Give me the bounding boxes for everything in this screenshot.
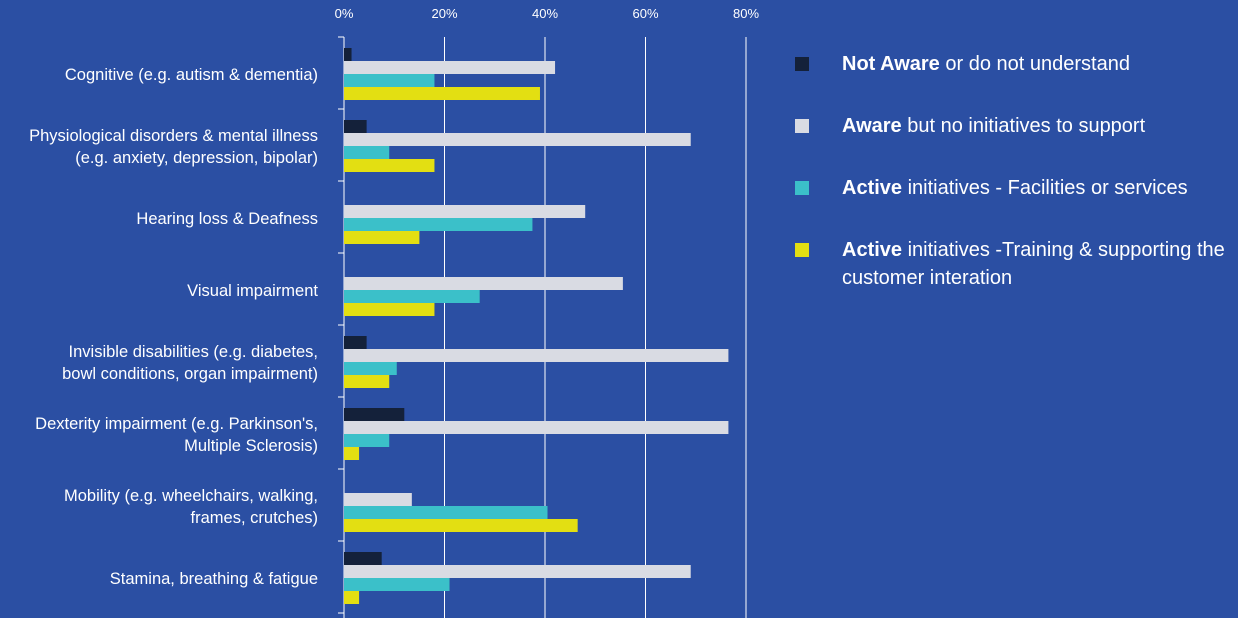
- bar-active-training: [344, 519, 578, 532]
- category-label: Mobility (e.g. wheelchairs, walking,: [64, 487, 318, 505]
- legend-item-not-aware: Not Aware or do not understand: [790, 50, 1230, 78]
- category-label: bowl conditions, organ impairment): [62, 365, 318, 383]
- category-label: Cognitive (e.g. autism & dementia): [65, 66, 318, 84]
- bar-aware: [344, 349, 729, 362]
- legend-bold-active-facilities: Active: [842, 177, 903, 199]
- bar-active-facilities: [344, 218, 533, 231]
- category-label: Dexterity impairment (e.g. Parkinson's,: [35, 415, 318, 433]
- category-label: Multiple Sclerosis): [184, 437, 318, 455]
- legend-label-active-training: initiatives -Training & supporting the c…: [842, 239, 1225, 289]
- legend-label-aware: but no initiatives to support: [901, 115, 1146, 137]
- legend-item-active-training: Active initiatives -Training & supportin…: [790, 236, 1230, 292]
- bar-aware: [344, 565, 691, 578]
- legend-item-active-facilities: Active initiatives - Facilities or servi…: [790, 174, 1230, 202]
- legend-bold-aware: Aware: [842, 115, 902, 137]
- bar-aware: [344, 133, 691, 146]
- legend-bold-active-training: Active: [842, 239, 903, 261]
- category-label: Stamina, breathing & fatigue: [110, 570, 318, 588]
- x-tick-label: 0%: [335, 6, 354, 21]
- legend-bold-not-aware: Not Aware: [842, 53, 940, 75]
- bar-aware: [344, 277, 623, 290]
- bar-active-facilities: [344, 506, 548, 519]
- category-label: Physiological disorders & mental illness: [29, 127, 318, 145]
- legend-swatch-active-facilities: [795, 181, 809, 195]
- bar-active-training: [344, 231, 420, 244]
- x-tick-label: 20%: [431, 6, 457, 21]
- bar-active-facilities: [344, 578, 450, 591]
- bar-aware: [344, 493, 412, 506]
- legend-swatch-aware: [795, 119, 809, 133]
- bar-not-aware: [344, 336, 367, 349]
- bar-active-facilities: [344, 146, 390, 159]
- bar-aware: [344, 421, 729, 434]
- bar-aware: [344, 61, 556, 74]
- bar-active-facilities: [344, 434, 390, 447]
- bar-not-aware: [344, 48, 352, 61]
- bar-chart: 0% 20% 40% 60% 80% Cognitive (e.g. autism & d…: [29, 6, 759, 618]
- bar-aware: [344, 205, 586, 218]
- category-label: Visual impairment: [187, 282, 318, 300]
- category-label: Invisible disabilities (e.g. diabetes,: [69, 343, 318, 361]
- chart-legend: Not Aware or do not understand Aware but…: [790, 50, 1230, 326]
- bar-not-aware: [344, 552, 382, 565]
- bar-active-training: [344, 591, 360, 604]
- bar-not-aware: [344, 408, 405, 421]
- legend-label-not-aware: or do not understand: [939, 53, 1130, 75]
- legend-swatch-not-aware: [795, 57, 809, 71]
- legend-item-aware: Aware but no initiatives to support: [790, 112, 1230, 140]
- bar-active-training: [344, 303, 435, 316]
- x-tick-label: 40%: [532, 6, 558, 21]
- category-label: (e.g. anxiety, depression, bipolar): [75, 149, 318, 167]
- bar-active-training: [344, 447, 360, 460]
- bar-active-training: [344, 375, 390, 388]
- category-label: frames, crutches): [191, 509, 318, 527]
- bar-active-facilities: [344, 362, 397, 375]
- legend-swatch-active-training: [795, 243, 809, 257]
- bar-active-training: [344, 87, 540, 100]
- bar-active-facilities: [344, 290, 480, 303]
- category-label: Hearing loss & Deafness: [136, 210, 318, 228]
- bar-not-aware: [344, 120, 367, 133]
- x-tick-label: 80%: [733, 6, 759, 21]
- x-tick-label: 60%: [632, 6, 658, 21]
- bar-active-training: [344, 159, 435, 172]
- legend-label-active-facilities: initiatives - Facilities or services: [902, 177, 1188, 199]
- bar-active-facilities: [344, 74, 435, 87]
